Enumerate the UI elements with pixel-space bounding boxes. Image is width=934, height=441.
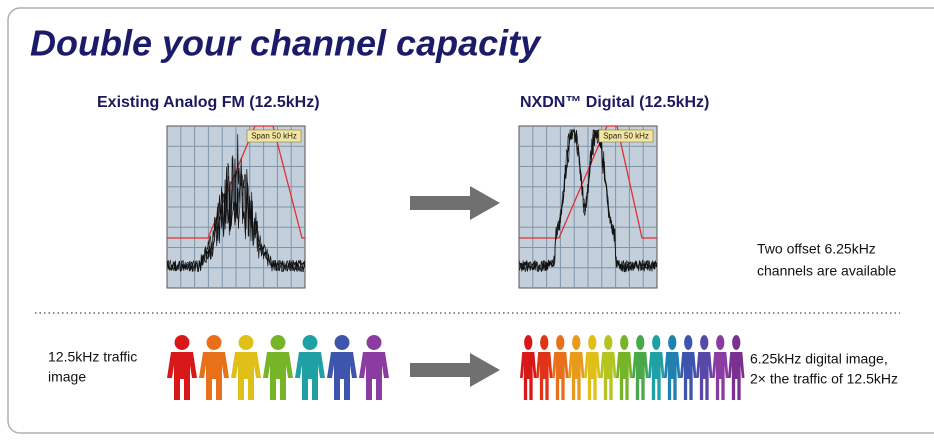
traffic-label: 12.5kHz traffic bbox=[48, 349, 137, 365]
traffic-label: 2× the traffic of 12.5kHz bbox=[750, 371, 898, 387]
analog-spectrum: Span 50 kHz bbox=[167, 126, 305, 288]
diagram: Double your channel capacity Existing An… bbox=[0, 0, 934, 441]
span-label: Span 50 kHz bbox=[251, 132, 297, 141]
note-line: Two offset 6.25kHz bbox=[757, 241, 876, 257]
note-line: channels are available bbox=[757, 263, 897, 279]
page: Double your channel capacity Existing An… bbox=[0, 0, 934, 441]
digital-title: NXDN™ Digital (12.5kHz) bbox=[520, 94, 709, 111]
analog-title: Existing Analog FM (12.5kHz) bbox=[97, 94, 320, 111]
title: Double your channel capacity bbox=[30, 23, 542, 64]
digital-spectrum: Span 50 kHz bbox=[519, 126, 657, 288]
traffic-label: 6.25kHz digital image, bbox=[750, 351, 888, 367]
span-label: Span 50 kHz bbox=[603, 132, 649, 141]
traffic-label: image bbox=[48, 369, 86, 385]
